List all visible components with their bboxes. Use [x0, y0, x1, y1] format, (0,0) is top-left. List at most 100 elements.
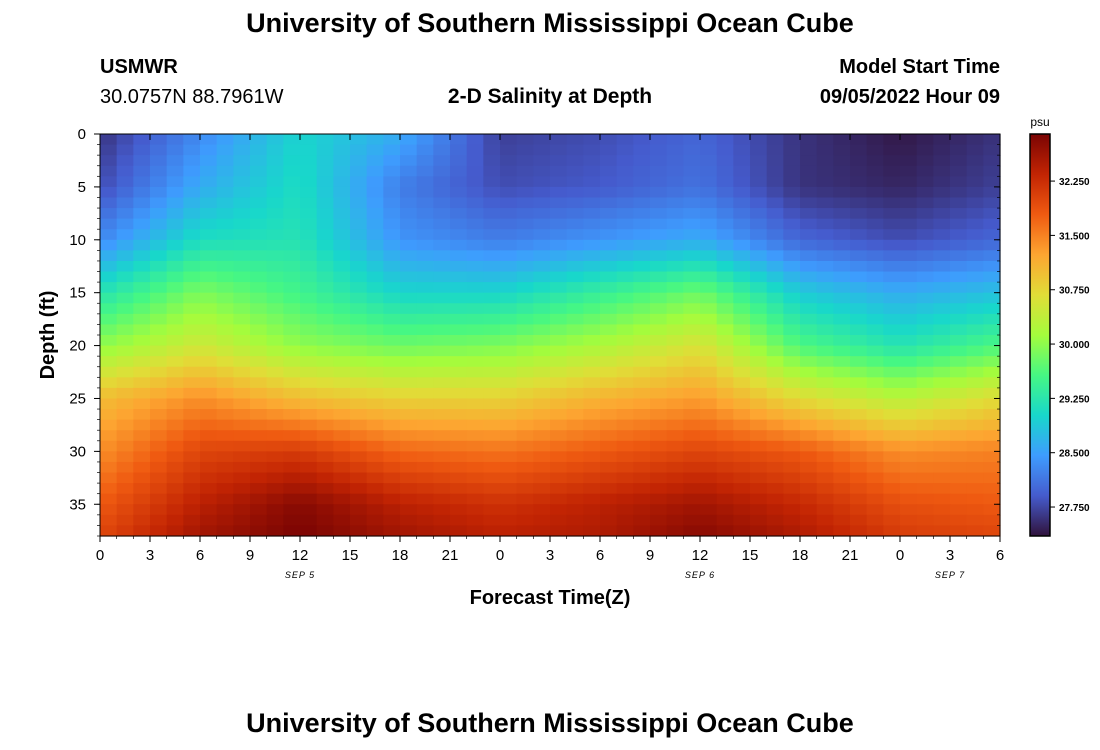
heatmap-cell [466, 472, 484, 484]
heatmap-cell [983, 430, 1001, 442]
heatmap-cell [150, 282, 168, 294]
heatmap-cell [550, 356, 568, 368]
heatmap-cell [783, 197, 801, 209]
heatmap-cell [700, 292, 718, 304]
heatmap-cell [633, 282, 651, 294]
heatmap-cell [216, 472, 234, 484]
heatmap-cell [983, 292, 1001, 304]
heatmap-cell [250, 155, 268, 167]
heatmap-cell [466, 335, 484, 347]
heatmap-cell [700, 144, 718, 156]
heatmap-cell [200, 144, 218, 156]
heatmap-cell [800, 430, 818, 442]
heatmap-cell [600, 324, 618, 336]
heatmap-cell [183, 303, 201, 315]
heatmap-cell [600, 430, 618, 442]
heatmap-cell [216, 483, 234, 495]
heatmap-cell [933, 345, 951, 357]
heatmap-cell [816, 430, 834, 442]
heatmap-cell [733, 525, 751, 537]
heatmap-cell [933, 197, 951, 209]
heatmap-cell [100, 165, 118, 177]
heatmap-cell [750, 292, 768, 304]
heatmap-cell [100, 239, 118, 251]
heatmap-cell [266, 451, 284, 463]
heatmap-cell [166, 483, 184, 495]
heatmap-cell [650, 197, 668, 209]
heatmap-cell [500, 525, 518, 537]
heatmap-cell [866, 493, 884, 505]
heatmap-cell [300, 313, 318, 326]
heatmap-cell [633, 144, 651, 156]
heatmap-cells [100, 134, 1001, 537]
heatmap-cell [783, 356, 801, 368]
heatmap-cell [583, 409, 601, 421]
heatmap-cell [783, 292, 801, 304]
heatmap-cell [216, 409, 234, 421]
heatmap-cell [166, 197, 184, 209]
heatmap-cell [166, 250, 184, 262]
heatmap-cell [916, 409, 934, 421]
heatmap-cell [133, 250, 151, 262]
heatmap-cell [666, 451, 684, 463]
heatmap-cell [766, 366, 784, 378]
heatmap-cell [266, 514, 284, 527]
heatmap-cell [433, 208, 451, 220]
heatmap-cell [116, 218, 134, 230]
heatmap-cell [883, 493, 901, 505]
heatmap-cell [250, 409, 268, 421]
heatmap-cell [450, 356, 468, 368]
heatmap-cell [933, 303, 951, 315]
heatmap-cell [583, 218, 601, 230]
heatmap-cell [516, 335, 534, 347]
heatmap-cell [933, 440, 951, 452]
heatmap-cell [316, 409, 334, 421]
heatmap-cell [733, 409, 751, 421]
heatmap-cell [100, 176, 118, 188]
heatmap-cell [300, 155, 318, 167]
heatmap-cell [116, 472, 134, 484]
heatmap-cell [316, 345, 334, 357]
heatmap-cell [550, 144, 568, 156]
heatmap-cell [650, 387, 668, 400]
heatmap-cell [366, 303, 384, 315]
heatmap-cell [483, 514, 501, 527]
heatmap-cell [466, 409, 484, 421]
heatmap-cell [733, 493, 751, 505]
heatmap-cell [150, 451, 168, 463]
heatmap-cell [466, 134, 484, 146]
heatmap-cell [783, 483, 801, 495]
heatmap-cell [350, 440, 368, 452]
heatmap-cell [733, 134, 751, 146]
heatmap-cell [450, 483, 468, 495]
heatmap-cell [333, 155, 351, 167]
heatmap-cell [400, 377, 418, 389]
heatmap-cell [750, 504, 768, 516]
heatmap-cell [933, 208, 951, 220]
heatmap-cell [400, 250, 418, 262]
heatmap-cell [850, 176, 868, 188]
heatmap-cell [900, 525, 918, 537]
heatmap-cell [183, 419, 201, 431]
heatmap-cell [333, 472, 351, 484]
heatmap-cell [700, 366, 718, 378]
heatmap-cell [350, 165, 368, 177]
heatmap-cell [533, 176, 551, 188]
heatmap-cell [616, 239, 634, 251]
heatmap-cell [600, 461, 618, 474]
heatmap-cell [650, 419, 668, 431]
heatmap-cell [833, 377, 851, 389]
heatmap-cell [833, 208, 851, 220]
heatmap-cell [100, 218, 118, 230]
heatmap-cell [166, 165, 184, 177]
heatmap-cell [883, 239, 901, 251]
heatmap-cell [516, 165, 534, 177]
heatmap-cell [316, 430, 334, 442]
heatmap-cell [633, 472, 651, 484]
heatmap-cell [500, 419, 518, 431]
heatmap-cell [983, 218, 1001, 230]
heatmap-cell [866, 398, 884, 410]
heatmap-cell [866, 504, 884, 516]
heatmap-cell [100, 313, 118, 326]
heatmap-cell [616, 260, 634, 273]
